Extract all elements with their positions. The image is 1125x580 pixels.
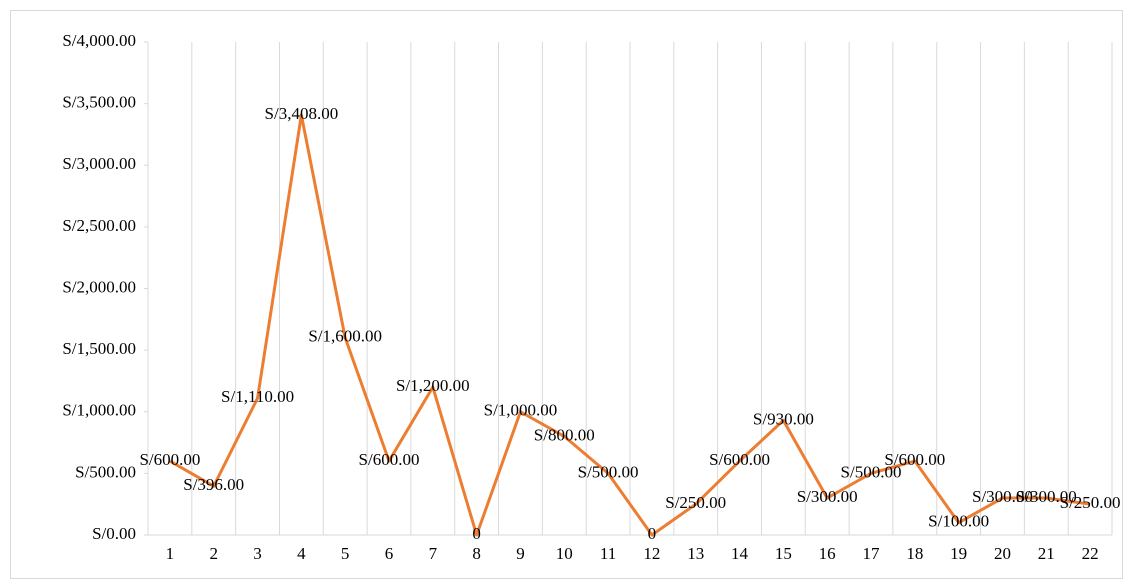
x-tick-label: 18 (906, 544, 923, 563)
data-label: S/500.00 (578, 462, 639, 481)
x-tick-label: 19 (950, 544, 967, 563)
x-tick-label: 20 (994, 544, 1011, 563)
x-tick-label: 11 (600, 544, 616, 563)
chart-frame (10, 10, 1123, 579)
data-label: S/500.00 (841, 462, 902, 481)
data-label: S/600.00 (709, 450, 770, 469)
x-tick-label: 12 (643, 544, 660, 563)
data-label: S/300.00 (1016, 487, 1077, 506)
x-tick-label: 22 (1082, 544, 1099, 563)
data-label: S/250.00 (1060, 493, 1121, 512)
x-tick-label: 5 (341, 544, 350, 563)
y-tick-label: S/3,500.00 (62, 93, 136, 112)
y-tick-label: S/4,000.00 (62, 31, 136, 50)
data-label: S/396.00 (183, 475, 244, 494)
data-label: 0 (648, 524, 657, 543)
x-tick-label: 17 (863, 544, 881, 563)
x-tick-label: 21 (1038, 544, 1055, 563)
x-tick-label: 1 (166, 544, 175, 563)
data-label: S/250.00 (665, 493, 726, 512)
data-label: S/930.00 (753, 409, 814, 428)
x-tick-label: 4 (297, 544, 306, 563)
data-label: 0 (472, 524, 481, 543)
line-series (169, 113, 1091, 537)
x-tick-label: 16 (819, 544, 836, 563)
y-tick-label: S/500.00 (75, 462, 136, 481)
data-label: S/100.00 (928, 512, 989, 531)
y-tick-label: S/1,000.00 (62, 401, 136, 420)
y-tick-label: S/0.00 (92, 524, 136, 543)
data-label: S/600.00 (359, 450, 420, 469)
x-tick-label: 13 (687, 544, 704, 563)
data-label: S/800.00 (534, 425, 595, 444)
x-tick-label: 9 (516, 544, 525, 563)
x-tick-label: 7 (429, 544, 438, 563)
x-tick-label: 3 (253, 544, 262, 563)
data-label: S/1,110.00 (221, 387, 294, 406)
x-tick-label: 15 (775, 544, 792, 563)
x-tick-label: 10 (556, 544, 573, 563)
y-tick-label: S/1,500.00 (62, 339, 136, 358)
x-tick-label: 8 (472, 544, 481, 563)
data-label: S/1,600.00 (308, 327, 382, 346)
y-tick-label: S/3,000.00 (62, 154, 136, 173)
data-label: S/300.00 (797, 487, 858, 506)
data-label: S/600.00 (139, 450, 200, 469)
x-tick-label: 2 (209, 544, 218, 563)
data-label: S/3,408.00 (265, 104, 339, 123)
x-tick-label: 14 (731, 544, 749, 563)
data-label: S/300.00 (972, 487, 1033, 506)
data-label: S/1,000.00 (484, 401, 558, 420)
data-label: S/600.00 (884, 450, 945, 469)
data-label: S/1,200.00 (396, 376, 470, 395)
y-tick-label: S/2,000.00 (62, 277, 136, 296)
x-tick-label: 6 (385, 544, 394, 563)
y-tick-label: S/2,500.00 (62, 216, 136, 235)
